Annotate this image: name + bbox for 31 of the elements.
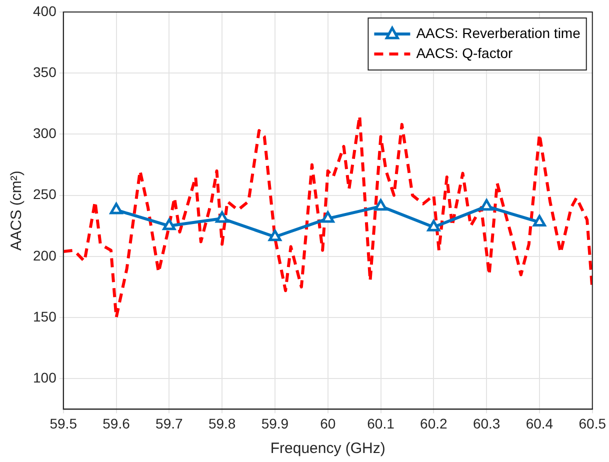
x-tick-label: 59.6 [102, 415, 130, 432]
point [374, 199, 388, 211]
point [321, 211, 334, 223]
x-tick-label: 59.9 [261, 415, 289, 432]
point [162, 218, 176, 230]
y-tick-label: 200 [33, 247, 57, 264]
x-tick-label: 59.8 [208, 415, 236, 432]
point [268, 230, 282, 242]
x-axis-title: Frequency (GHz) [270, 440, 386, 458]
point [110, 202, 123, 214]
x-tick-label: 59.7 [156, 415, 183, 432]
y-tick-label: 100 [33, 370, 57, 386]
x-tick-label: 60 [320, 415, 336, 432]
x-tick-label: 60.4 [526, 415, 554, 432]
y-tick-label: 400 [33, 2, 57, 19]
point [427, 220, 440, 232]
x-tick-label: 60.3 [472, 415, 500, 432]
x-tick-label: 60.1 [367, 415, 395, 432]
x-tick-label: 59.5 [50, 415, 78, 432]
y-tick-label: 350 [33, 64, 57, 80]
x-tick-label: 60.2 [420, 415, 448, 432]
point [533, 214, 546, 226]
legend-label: AACS: Q-factor [416, 44, 514, 61]
legend-label: AACS: Reverberation time [416, 24, 581, 41]
y-tick-label: 300 [33, 125, 57, 142]
point [480, 199, 494, 211]
point [216, 211, 229, 223]
y-tick-label: 150 [33, 308, 57, 324]
y-tick-label: 250 [33, 186, 57, 202]
x-tick-label: 60.5 [578, 415, 606, 432]
y-axis-title: AACS (cm²) [8, 170, 26, 251]
